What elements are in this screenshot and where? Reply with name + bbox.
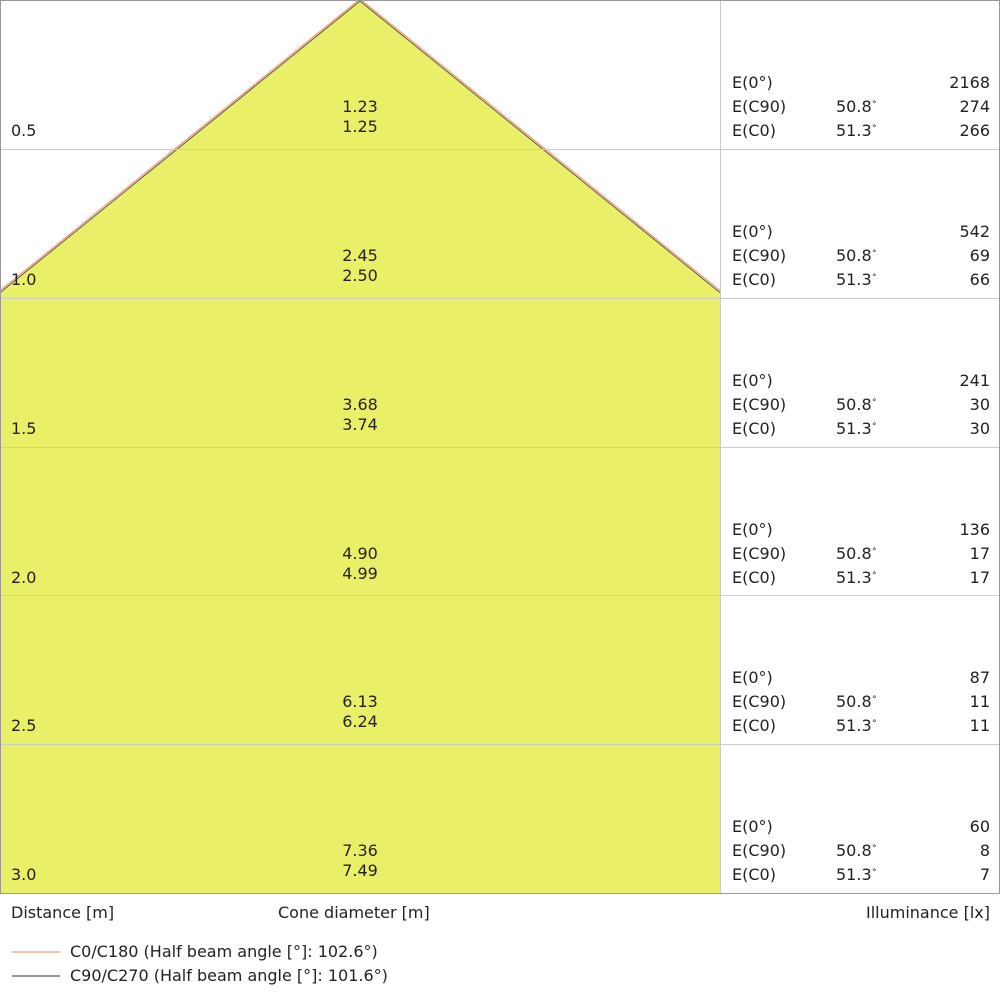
e-c0-label: E(C0) [732, 418, 776, 438]
e0-value: 60 [969, 817, 990, 837]
degree-symbol: ° [872, 570, 877, 581]
e-c0-label: E(C0) [732, 567, 776, 587]
e-c90-label: E(C90) [732, 394, 787, 414]
e-c0-value: 17 [969, 567, 990, 587]
degree-symbol: ° [872, 844, 877, 855]
angle-c0-label: 51.3 ° [836, 121, 877, 140]
degree-symbol: ° [872, 248, 877, 259]
cone-diameter-c0-label: 7.49 [342, 861, 378, 881]
cone-diameter-c90-label: 6.13 [342, 692, 378, 712]
illuminance-axis-label: Illuminance [lx] [866, 903, 990, 922]
e-c0-value: 266 [959, 121, 990, 140]
angle-c0-label: 51.3 ° [836, 716, 877, 736]
distance-tick-label: 2.0 [11, 567, 37, 587]
cone-diameter-axis-label: Cone diameter [m] [278, 903, 430, 922]
e-c90-label: E(C90) [732, 841, 787, 861]
e-c90-value: 274 [959, 97, 990, 116]
degree-symbol: ° [872, 695, 877, 706]
legend-c0: C0/C180 (Half beam angle [°]: 102.6°) [70, 942, 378, 961]
angle-c90-label: 50.8 ° [836, 97, 877, 116]
angle-c0-label: 51.3 ° [836, 269, 877, 289]
cone-diameter-c90-label: 3.68 [342, 394, 378, 414]
degree-symbol: ° [872, 719, 877, 730]
distance-tick-label: 2.5 [11, 716, 37, 736]
angle-c0-label: 51.3 ° [836, 418, 877, 438]
e-c90-value: 17 [969, 543, 990, 563]
e0-label: E(0°) [732, 370, 773, 390]
e0-label: E(0°) [732, 668, 773, 688]
e0-value: 87 [969, 668, 990, 688]
e-c0-label: E(C0) [732, 716, 776, 736]
e-c0-label: E(C0) [732, 121, 776, 140]
e0-label: E(0°) [732, 221, 773, 241]
degree-symbol: ° [872, 421, 877, 432]
degree-symbol: ° [872, 124, 877, 134]
angle-c90-label: 50.8 ° [836, 245, 877, 265]
cone-area [0, 0, 720, 893]
degree-symbol: ° [872, 546, 877, 557]
degree-symbol: ° [872, 100, 877, 110]
e-c90-value: 30 [969, 394, 990, 414]
e-c0-value: 66 [969, 269, 990, 289]
distance-tick-label: 0.5 [11, 121, 37, 140]
e-c0-value: 11 [969, 716, 990, 736]
e-c0-label: E(C0) [732, 865, 776, 885]
cone-diameter-c90-label: 7.36 [342, 841, 378, 861]
legend-c90: C90/C270 (Half beam angle [°]: 101.6°) [70, 966, 388, 985]
e0-value: 2168 [949, 73, 990, 92]
e0-value: 542 [959, 221, 990, 241]
c0-cone-line [0, 0, 721, 292]
cone-diameter-c90-label: 1.23 [342, 97, 378, 116]
cone-diameter-c0-label: 6.24 [342, 712, 378, 732]
e-c90-value: 8 [979, 841, 990, 861]
cone-diameter-c0-label: 1.25 [342, 117, 378, 136]
e0-label: E(0°) [732, 73, 773, 92]
angle-c90-label: 50.8 ° [836, 394, 877, 414]
degree-symbol: ° [872, 272, 877, 283]
angle-c90-label: 50.8 ° [836, 543, 877, 563]
angle-c90-label: 50.8 ° [836, 841, 877, 861]
angle-c90-label: 50.8 ° [836, 692, 877, 712]
cone-diameter-c0-label: 3.74 [342, 414, 378, 434]
distance-axis-label: Distance [m] [11, 903, 115, 922]
e-c90-label: E(C90) [732, 245, 787, 265]
e-c90-label: E(C90) [732, 692, 787, 712]
distance-tick-label: 1.0 [11, 269, 37, 289]
angle-c0-label: 51.3 ° [836, 567, 877, 587]
e-c0-value: 7 [979, 865, 990, 885]
distance-tick-label: 1.5 [11, 418, 37, 438]
e-c90-label: E(C90) [732, 543, 787, 563]
cone-diameter-c90-label: 4.90 [342, 543, 378, 563]
angle-c0-label: 51.3 ° [836, 865, 877, 885]
e0-label: E(0°) [732, 817, 773, 837]
e-c90-label: E(C90) [732, 97, 787, 116]
cone-diameter-c0-label: 4.99 [342, 563, 378, 583]
e-c0-value: 30 [969, 418, 990, 438]
e0-value: 241 [959, 370, 990, 390]
e0-label: E(0°) [732, 519, 773, 539]
cone-diameter-c90-label: 2.45 [342, 245, 378, 265]
e-c90-value: 69 [969, 245, 990, 265]
degree-symbol: ° [872, 397, 877, 408]
distance-tick-label: 3.0 [11, 865, 37, 885]
e-c90-value: 11 [969, 692, 990, 712]
cone-diameter-c0-label: 2.50 [342, 265, 378, 285]
e0-value: 136 [959, 519, 990, 539]
degree-symbol: ° [872, 868, 877, 879]
e-c0-label: E(C0) [732, 269, 776, 289]
